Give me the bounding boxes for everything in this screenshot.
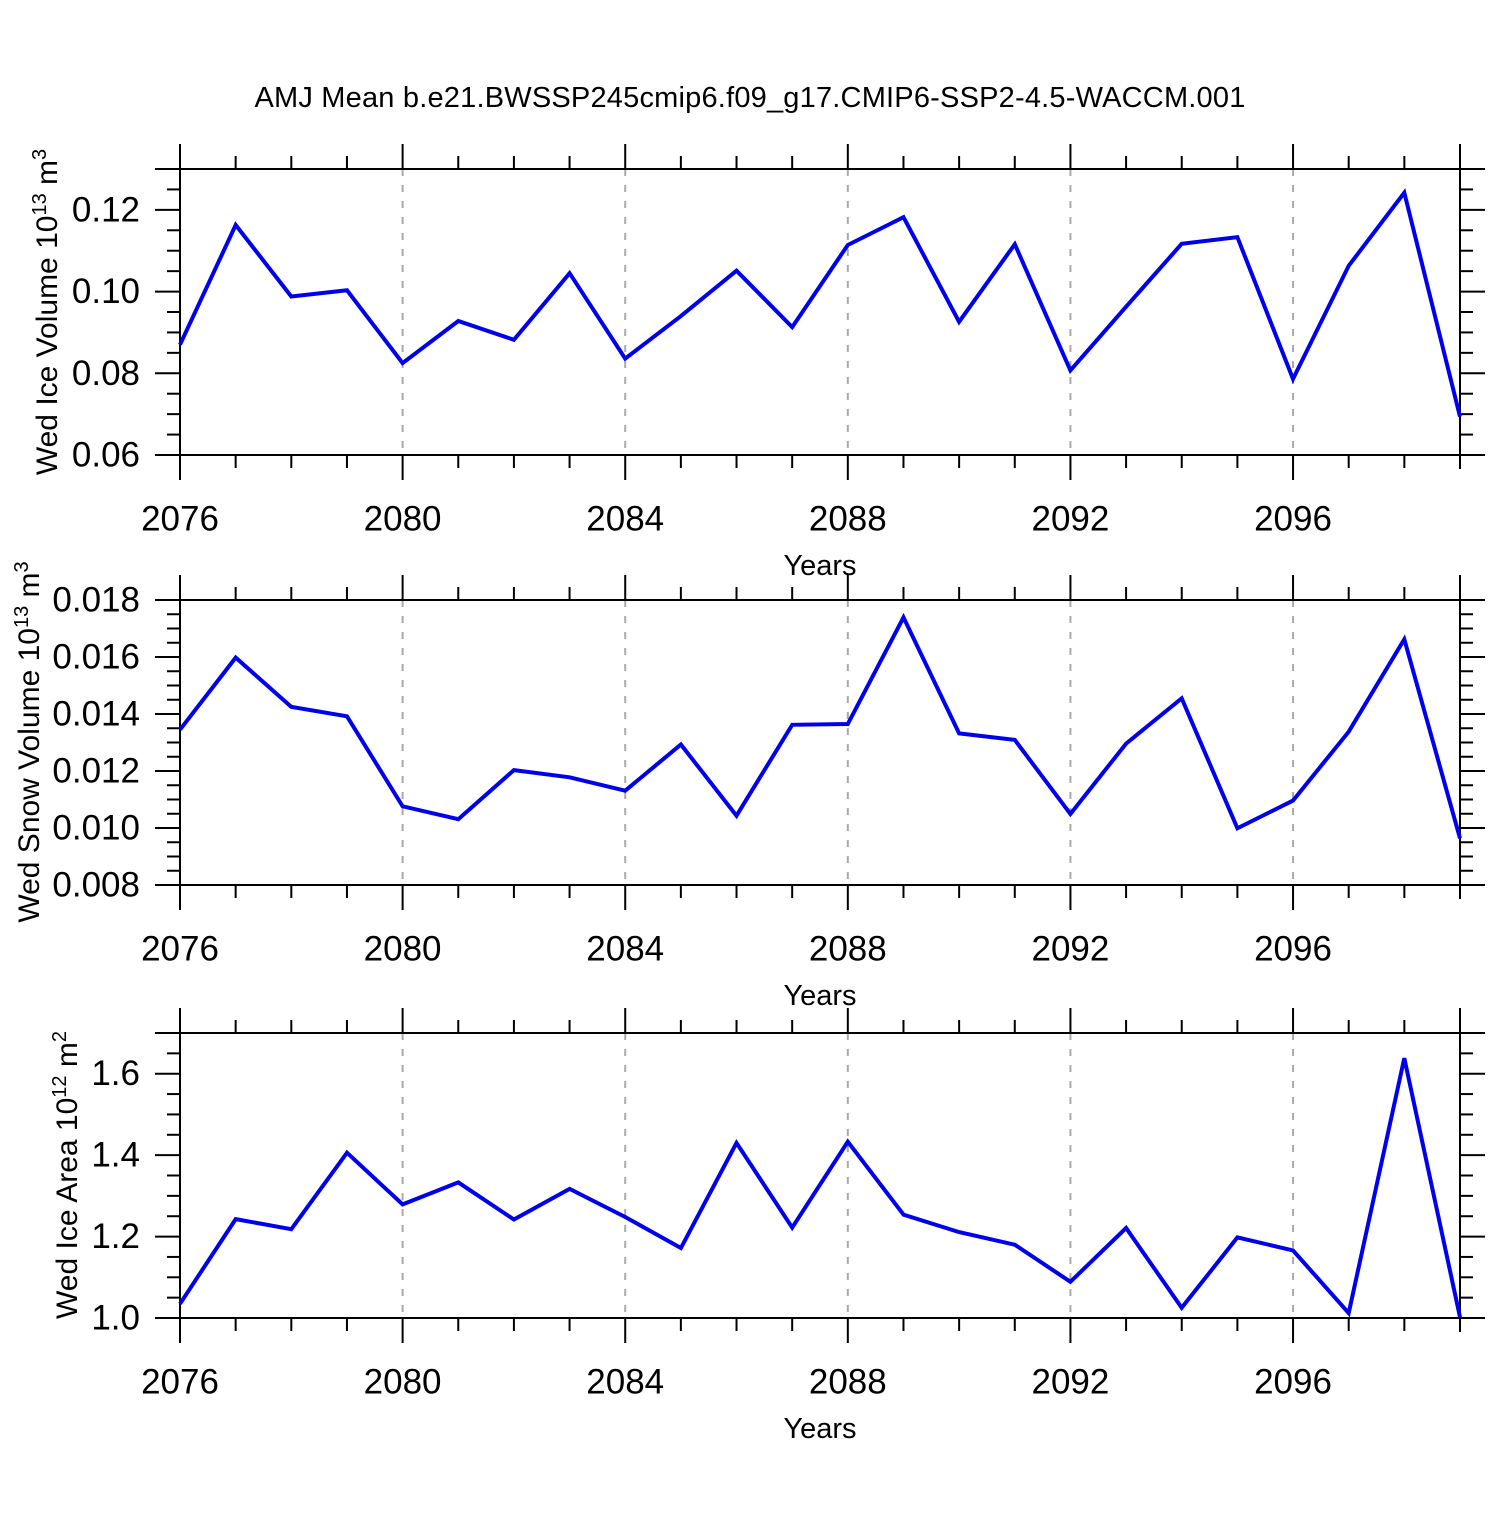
y-tick-label: 0.012: [52, 752, 140, 791]
x-tick-label: 2088: [809, 1363, 887, 1402]
data-line-ice-volume: [178, 188, 1462, 418]
x-tick-label: 2084: [586, 930, 664, 969]
x-tick-label: 2096: [1254, 1363, 1332, 1402]
x-tick-label: 2084: [586, 500, 664, 539]
x-tick-label: 2096: [1254, 500, 1332, 539]
x-tick-label: 2096: [1254, 930, 1332, 969]
y-tick-label: 0.10: [72, 272, 140, 311]
data-line-ice-area: [178, 1057, 1462, 1318]
y-tick-label: 0.12: [72, 190, 140, 229]
x-tick-label: 2076: [141, 500, 219, 539]
y-tick-label: 0.016: [52, 638, 140, 677]
data-line-snow-volume: [178, 612, 1462, 839]
x-tick-label: 2092: [1031, 930, 1109, 969]
x-axis-title: Years: [783, 1413, 856, 1445]
y-tick-label: 1.4: [91, 1136, 140, 1175]
y-tick-label: 0.008: [52, 866, 140, 905]
page-title: AMJ Mean b.e21.BWSSP245cmip6.f09_g17.CMI…: [254, 82, 1246, 114]
x-tick-label: 2088: [809, 930, 887, 969]
x-axis-title: Years: [783, 980, 856, 1012]
x-tick-label: 2080: [364, 1363, 442, 1402]
x-tick-label: 2092: [1031, 500, 1109, 539]
x-tick-label: 2076: [141, 1363, 219, 1402]
y-tick-label: 0.010: [52, 809, 140, 848]
x-axis-title: Years: [783, 550, 856, 582]
y-tick-label: 1.2: [91, 1217, 140, 1256]
y-tick-label: 1.0: [91, 1299, 140, 1338]
x-tick-label: 2080: [364, 500, 442, 539]
y-tick-label: 0.08: [72, 354, 140, 393]
y-tick-label: 1.6: [91, 1054, 140, 1093]
y-tick-label: 0.018: [52, 581, 140, 620]
x-tick-label: 2076: [141, 930, 219, 969]
x-tick-label: 2088: [809, 500, 887, 539]
x-tick-label: 2080: [364, 930, 442, 969]
y-tick-label: 0.014: [52, 695, 140, 734]
x-tick-label: 2084: [586, 1363, 664, 1402]
x-tick-label: 2092: [1031, 1363, 1109, 1402]
y-tick-label: 0.06: [72, 436, 140, 475]
